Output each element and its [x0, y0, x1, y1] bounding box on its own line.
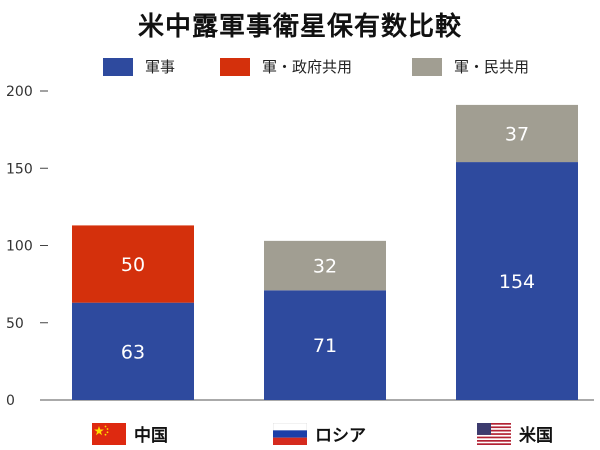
legend-item-military-civil: 軍・民共用 — [412, 56, 529, 77]
usa-flag-icon — [477, 422, 511, 445]
china-flag-icon — [92, 422, 126, 445]
legend-swatch-military-gov — [220, 57, 250, 76]
bar-value-label: 154 — [499, 271, 535, 293]
category-russia: ロシア — [273, 421, 366, 446]
bar-segment — [264, 240, 386, 291]
y-tick-label: 200 — [6, 84, 33, 100]
y-tick-label: 50 — [6, 316, 24, 332]
y-tick-label: 150 — [6, 161, 33, 177]
russia-flag-icon — [273, 422, 307, 445]
bar-segment — [72, 302, 194, 400]
bar-segment — [264, 290, 386, 400]
bar-value-label: 37 — [505, 123, 529, 145]
bar-value-label: 50 — [121, 254, 145, 276]
bar-segment — [456, 162, 578, 400]
y-tick-label: 0 — [6, 393, 15, 409]
chart-title: 米中露軍事衛星保有数比較 — [137, 12, 462, 42]
y-tick-label: 100 — [6, 239, 33, 255]
bar-segment — [456, 104, 578, 163]
legend-swatch-military — [103, 57, 133, 76]
legend-swatch-military-civil — [412, 57, 442, 76]
category-label-russia: ロシア — [315, 426, 366, 446]
bar-value-label: 71 — [313, 335, 337, 357]
legend-label-military: 軍事 — [145, 58, 176, 76]
legend-label-military-gov: 軍・政府共用 — [262, 58, 353, 76]
legend-item-military-gov: 軍・政府共用 — [220, 56, 352, 77]
category-label-china: 中国 — [134, 426, 168, 446]
legend-label-military-civil: 軍・民共用 — [454, 58, 530, 76]
category-usa: 米国 — [477, 421, 553, 446]
legend-item-military: 軍事 — [103, 56, 175, 77]
category-china: 中国 — [92, 421, 168, 446]
category-label-usa: 米国 — [519, 426, 553, 446]
bar-segment — [72, 225, 194, 303]
bar-value-label: 32 — [313, 256, 337, 278]
legend: 軍事 軍・政府共用 軍・民共用 — [0, 56, 600, 80]
bar-value-label: 63 — [121, 341, 145, 363]
